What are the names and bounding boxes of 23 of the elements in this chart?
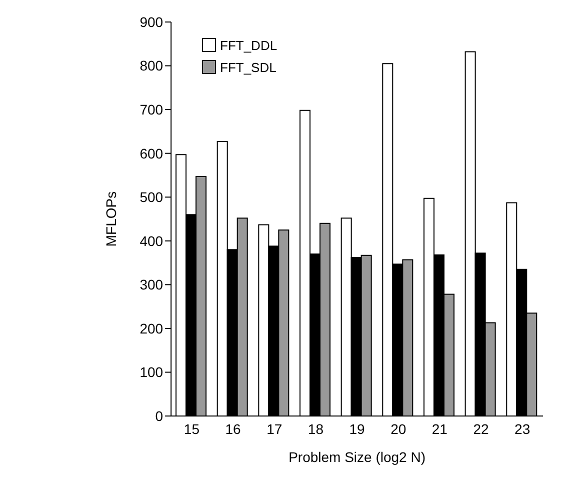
y-tick-label: 300 bbox=[140, 276, 164, 293]
y-tick-label: 700 bbox=[140, 102, 164, 118]
legend-label: FFT_DDL bbox=[220, 38, 278, 52]
y-tick-label: 600 bbox=[140, 145, 164, 162]
y-tick-label: 500 bbox=[140, 189, 164, 206]
x-tick-label: 16 bbox=[225, 420, 242, 437]
x-tick-label: 17 bbox=[266, 420, 282, 437]
x-tick-label: 21 bbox=[432, 420, 448, 437]
x-tick-label: 22 bbox=[473, 420, 490, 437]
y-tick-label: 200 bbox=[140, 320, 164, 336]
y-tick-label: 400 bbox=[140, 232, 164, 249]
x-tick-label: 15 bbox=[184, 420, 200, 437]
y-tick-label: 100 bbox=[140, 364, 164, 380]
x-tick-label: 20 bbox=[390, 420, 406, 437]
y-axis-title: MFLOPs bbox=[103, 191, 120, 247]
y-tick-label: 0 bbox=[155, 408, 164, 424]
x-tick-label: 23 bbox=[514, 420, 530, 437]
x-axis-title: Problem Size (log2 N) bbox=[288, 449, 426, 465]
x-tick-label: 19 bbox=[349, 420, 366, 437]
legend-label: FFT_SDL bbox=[220, 60, 276, 74]
y-tick-label: 900 bbox=[140, 14, 164, 30]
x-tick-label: 18 bbox=[308, 420, 324, 437]
y-tick-label: 800 bbox=[140, 58, 164, 74]
